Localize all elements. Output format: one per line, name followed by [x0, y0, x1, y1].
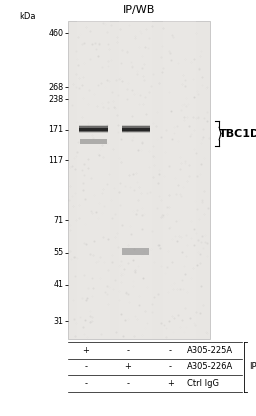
Text: -: -: [84, 362, 87, 371]
FancyBboxPatch shape: [122, 248, 149, 255]
FancyBboxPatch shape: [163, 21, 196, 339]
Text: +: +: [82, 346, 89, 355]
FancyBboxPatch shape: [122, 126, 150, 129]
Text: -: -: [126, 346, 130, 355]
Text: kDa: kDa: [19, 12, 36, 21]
Text: 268: 268: [48, 83, 63, 92]
FancyBboxPatch shape: [122, 130, 150, 133]
FancyBboxPatch shape: [77, 21, 110, 339]
Text: -: -: [84, 379, 87, 388]
Text: 117: 117: [48, 156, 63, 165]
Text: Ctrl IgG: Ctrl IgG: [187, 379, 219, 388]
Text: 71: 71: [53, 216, 63, 225]
Text: -: -: [169, 362, 172, 371]
Text: +: +: [125, 362, 131, 371]
Text: 55: 55: [53, 248, 63, 258]
Text: TBC1D1: TBC1D1: [219, 129, 256, 139]
FancyBboxPatch shape: [122, 128, 150, 131]
Text: A305-225A: A305-225A: [187, 346, 233, 355]
Text: 460: 460: [48, 29, 63, 38]
Text: -: -: [169, 346, 172, 355]
FancyBboxPatch shape: [80, 139, 107, 144]
FancyBboxPatch shape: [119, 21, 152, 339]
FancyBboxPatch shape: [122, 129, 150, 132]
FancyBboxPatch shape: [79, 129, 108, 132]
Text: +: +: [167, 379, 174, 388]
FancyBboxPatch shape: [79, 126, 108, 129]
FancyBboxPatch shape: [79, 125, 108, 128]
Text: 31: 31: [53, 317, 63, 326]
Text: 238: 238: [48, 94, 63, 104]
Text: IP: IP: [250, 362, 256, 371]
Text: 171: 171: [48, 125, 63, 134]
FancyBboxPatch shape: [79, 130, 108, 133]
FancyBboxPatch shape: [122, 125, 150, 128]
Text: 41: 41: [53, 280, 63, 290]
FancyBboxPatch shape: [68, 21, 210, 339]
Text: A305-226A: A305-226A: [187, 362, 233, 371]
FancyBboxPatch shape: [79, 128, 108, 131]
Text: -: -: [126, 379, 130, 388]
Text: IP/WB: IP/WB: [123, 5, 156, 15]
